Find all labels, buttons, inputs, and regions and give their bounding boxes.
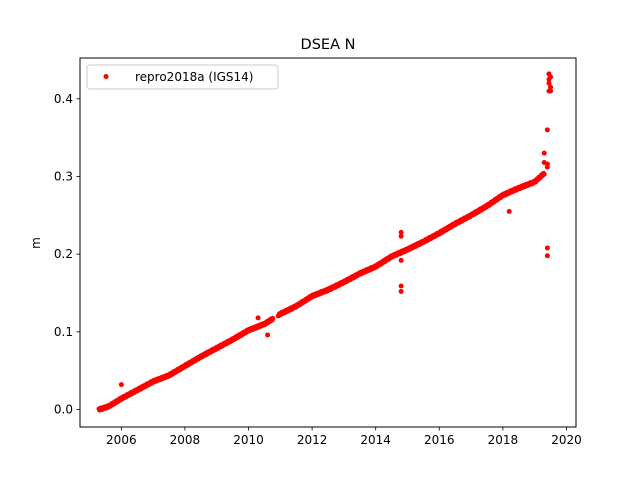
y-tick-label: 0.4 <box>54 92 73 106</box>
x-tick-label: 2012 <box>297 433 328 447</box>
data-point-outlier <box>118 382 124 388</box>
data-point-outlier <box>544 253 550 259</box>
y-tick-label: 0.2 <box>54 247 73 261</box>
plot-frame <box>79 57 577 428</box>
data-point-outlier <box>548 88 554 94</box>
y-tick-label: 0.3 <box>54 169 73 183</box>
x-tick-label: 2006 <box>106 433 137 447</box>
y-tick-label: 0.1 <box>54 325 73 339</box>
data-point-outlier <box>546 80 552 86</box>
data-point-outlier <box>544 127 550 133</box>
data-point <box>270 315 276 321</box>
legend-marker <box>103 74 109 79</box>
x-tick-label: 2010 <box>233 433 264 447</box>
data-point-outlier <box>398 233 404 239</box>
data-point-outlier <box>548 84 554 90</box>
data-point <box>541 171 547 177</box>
legend-entry-repro2018a: repro2018a (IGS14) <box>135 70 253 84</box>
y-axis: 0.0 0.1 0.2 0.3 0.4 <box>54 92 80 417</box>
x-tick-label: 2020 <box>551 433 582 447</box>
data-point-outlier <box>541 150 547 156</box>
x-tick-label: 2008 <box>170 433 201 447</box>
data-point-outlier <box>398 257 404 263</box>
data-point-outlier <box>544 164 550 170</box>
y-tick-label: 0.0 <box>54 403 73 417</box>
data-point-outlier <box>265 332 271 338</box>
plot-area <box>80 58 576 427</box>
data-points <box>96 71 554 413</box>
data-point-outlier <box>548 74 554 80</box>
x-axis: 2006 2008 2010 2012 2014 2016 2018 2020 <box>106 427 582 447</box>
data-point-outlier <box>255 315 261 321</box>
legend: repro2018a (IGS14) <box>86 64 279 90</box>
x-tick-label: 2016 <box>424 433 455 447</box>
data-point-outlier <box>398 229 404 235</box>
x-tick-label: 2018 <box>488 433 519 447</box>
chart-title: DSEA N <box>301 37 356 53</box>
data-point-outlier <box>398 283 404 289</box>
data-point-outlier <box>506 208 512 214</box>
y-axis-label: m <box>29 237 43 249</box>
legend-box <box>86 64 279 90</box>
data-point-outlier <box>398 288 404 294</box>
data-point-outlier <box>544 245 550 251</box>
x-tick-label: 2014 <box>360 433 391 447</box>
